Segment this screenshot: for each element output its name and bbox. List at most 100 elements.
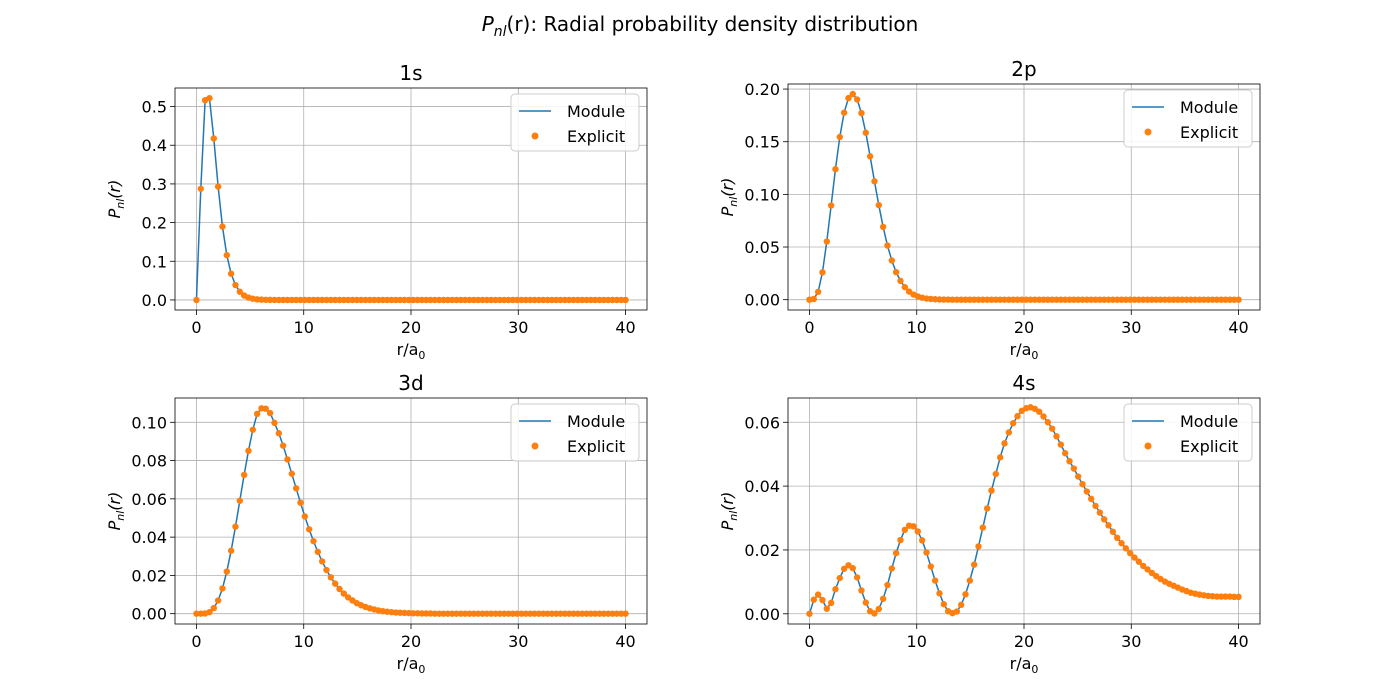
data-point-explicit <box>1109 528 1117 535</box>
x-tick-label: 30 <box>508 318 528 337</box>
data-point-explicit <box>1053 433 1060 440</box>
subplot-4s: 0 10 20 30 40 0.00 0.02 0.04 0.06 4s r/a0 Pnl(r) Mod… <box>718 371 1261 676</box>
data-point-explicit <box>914 528 922 535</box>
data-point-explicit <box>853 96 861 103</box>
data-point-explicit <box>1048 425 1056 432</box>
data-point-explicit <box>279 442 287 449</box>
data-point-explicit <box>1061 450 1069 457</box>
data-point-explicit <box>223 568 230 575</box>
data-point-explicit <box>862 129 869 136</box>
x-tick-label: 40 <box>1228 632 1248 651</box>
y-tick-label: 0.3 <box>142 175 167 194</box>
subplot-3d: 0 10 20 30 40 0.00 0.02 0.04 0.06 0.08 0.10 3d r/a0 P… <box>105 371 648 676</box>
data-point-explicit <box>310 537 317 545</box>
data-point-explicit <box>897 536 904 544</box>
x-tick-label: 10 <box>294 318 314 337</box>
x-tick-label: 10 <box>907 632 927 651</box>
data-point-explicit <box>962 591 969 598</box>
y-tick-label: 0.04 <box>131 528 167 547</box>
data-point-explicit <box>979 524 987 531</box>
data-point-explicit <box>992 470 1000 478</box>
data-point-explicit <box>814 591 822 598</box>
data-point-explicit <box>849 90 856 98</box>
data-point-explicit <box>892 549 900 557</box>
legend: Module Explicit <box>510 403 640 462</box>
data-point-explicit <box>840 565 848 572</box>
data-point-explicit <box>1087 495 1095 503</box>
subplot-2p: 0 10 20 30 40 0.00 0.05 0.10 0.15 0.20 2p r/a0 Pnl(r… <box>718 57 1261 362</box>
data-point-explicit <box>622 296 629 304</box>
data-point-explicit <box>214 597 222 604</box>
data-point-explicit <box>271 419 278 427</box>
data-point-explicit <box>336 585 343 593</box>
data-point-explicit <box>827 202 835 209</box>
data-point-explicit <box>1079 480 1086 488</box>
subplot-title: 3d <box>398 371 423 395</box>
y-tick-label: 0.0 <box>142 291 167 310</box>
data-point-explicit <box>892 268 900 276</box>
data-point-explicit <box>197 185 204 192</box>
data-point-explicit <box>970 561 978 568</box>
x-tick-label: 10 <box>294 632 314 651</box>
data-point-explicit <box>210 135 217 142</box>
data-point-explicit <box>275 430 283 437</box>
subplots: 0 10 20 30 40 0.0 0.1 0.2 0.3 0.4 0.5 1s r/a0 Pnl(r) M… <box>105 57 1261 676</box>
y-tick-label: 0.00 <box>744 605 780 624</box>
data-point-explicit <box>1070 465 1078 472</box>
legend-marker-swatch <box>531 442 539 450</box>
data-point-explicit <box>884 242 891 249</box>
legend-box <box>510 403 640 462</box>
data-point-explicit <box>240 471 248 479</box>
x-tick-label: 0 <box>191 632 201 651</box>
legend-label-module: Module <box>1180 412 1238 431</box>
y-tick-label: 0.20 <box>744 80 780 99</box>
y-tick-label: 0.00 <box>131 605 167 624</box>
y-axis-label: Pnl(r) <box>105 180 127 219</box>
y-tick-label: 0.05 <box>744 238 780 257</box>
x-tick-label: 40 <box>1228 318 1248 337</box>
data-point-explicit <box>193 296 200 304</box>
y-tick-label: 0.02 <box>131 566 167 585</box>
data-point-explicit <box>858 109 865 117</box>
data-point-explicit <box>1235 296 1242 303</box>
data-point-explicit <box>806 610 813 617</box>
y-tick-label: 0.15 <box>744 133 780 152</box>
data-point-explicit <box>284 456 291 463</box>
data-point-explicit <box>253 410 261 418</box>
data-point-explicit <box>988 487 995 494</box>
data-point-explicit <box>1014 412 1021 420</box>
data-point-explicit <box>875 201 882 209</box>
data-point-explicit <box>884 581 891 589</box>
data-point-explicit <box>819 596 826 604</box>
data-point-explicit <box>1105 522 1112 529</box>
x-tick-label: 40 <box>615 318 635 337</box>
y-tick-label: 0.1 <box>142 252 167 271</box>
data-point-explicit <box>1074 473 1082 480</box>
data-point-explicit <box>897 277 904 285</box>
data-point-explicit <box>1092 502 1099 510</box>
data-point-explicit <box>1009 420 1017 427</box>
data-point-explicit <box>266 409 274 417</box>
subplot-title: 2p <box>1011 57 1036 81</box>
data-point-explicit <box>1096 509 1104 516</box>
legend-marker-swatch <box>1144 442 1152 450</box>
data-point-explicit <box>901 526 909 534</box>
data-point-explicit <box>996 454 1004 461</box>
subplot-1s: 0 10 20 30 40 0.0 0.1 0.2 0.3 0.4 0.5 1s r/a0 Pnl(r) M… <box>105 61 648 362</box>
subplot-title: 1s <box>399 61 422 85</box>
data-point-explicit <box>1083 488 1091 495</box>
data-point-explicit <box>236 497 243 504</box>
x-axis-label: r/a0 <box>1010 340 1039 362</box>
data-point-explicit <box>210 604 217 612</box>
x-tick-label: 10 <box>907 318 927 337</box>
data-point-explicit <box>845 94 852 102</box>
x-tick-label: 30 <box>1121 632 1141 651</box>
data-point-explicit <box>227 270 235 277</box>
y-tick-label: 0.5 <box>142 98 167 117</box>
legend-label-explicit: Explicit <box>567 127 625 146</box>
figure-title: Pnl(r): Radial probability density distr… <box>482 12 919 40</box>
data-point-explicit <box>219 585 226 592</box>
data-point-explicit <box>318 558 326 565</box>
legend-box <box>1123 89 1253 148</box>
